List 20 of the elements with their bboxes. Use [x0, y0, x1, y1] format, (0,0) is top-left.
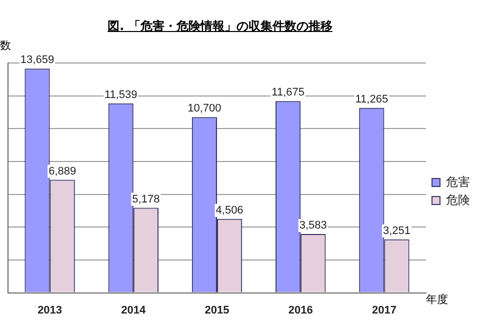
x-tick-label: 2013 — [38, 304, 62, 316]
x-tick-label: 2014 — [121, 304, 147, 316]
x-tick-label: 2017 — [372, 304, 396, 316]
data-label: 4,506 — [216, 204, 244, 216]
data-label: 5,178 — [132, 193, 160, 206]
data-label: 10,700 — [188, 102, 222, 115]
data-label: 3,251 — [382, 224, 411, 237]
x-tick-label: 2016 — [288, 304, 313, 316]
data-label: 13,659 — [20, 54, 54, 66]
x-tick-label: 2015 — [204, 304, 230, 316]
data-label: 11,675 — [272, 86, 304, 99]
legend-label: 危険 — [446, 192, 470, 207]
data-label: 6,889 — [48, 165, 76, 178]
y-axis-title: 数 — [0, 38, 11, 53]
data-label: 11,539 — [104, 88, 138, 101]
data-label: 11,265 — [355, 93, 388, 106]
legend-label: 危害 — [446, 174, 470, 189]
data-label: 3,583 — [299, 220, 327, 232]
chart-title: 図. 「危害・危険情報」の収集件数の推移 — [106, 18, 334, 35]
x-axis-title: 年度 — [426, 292, 448, 307]
